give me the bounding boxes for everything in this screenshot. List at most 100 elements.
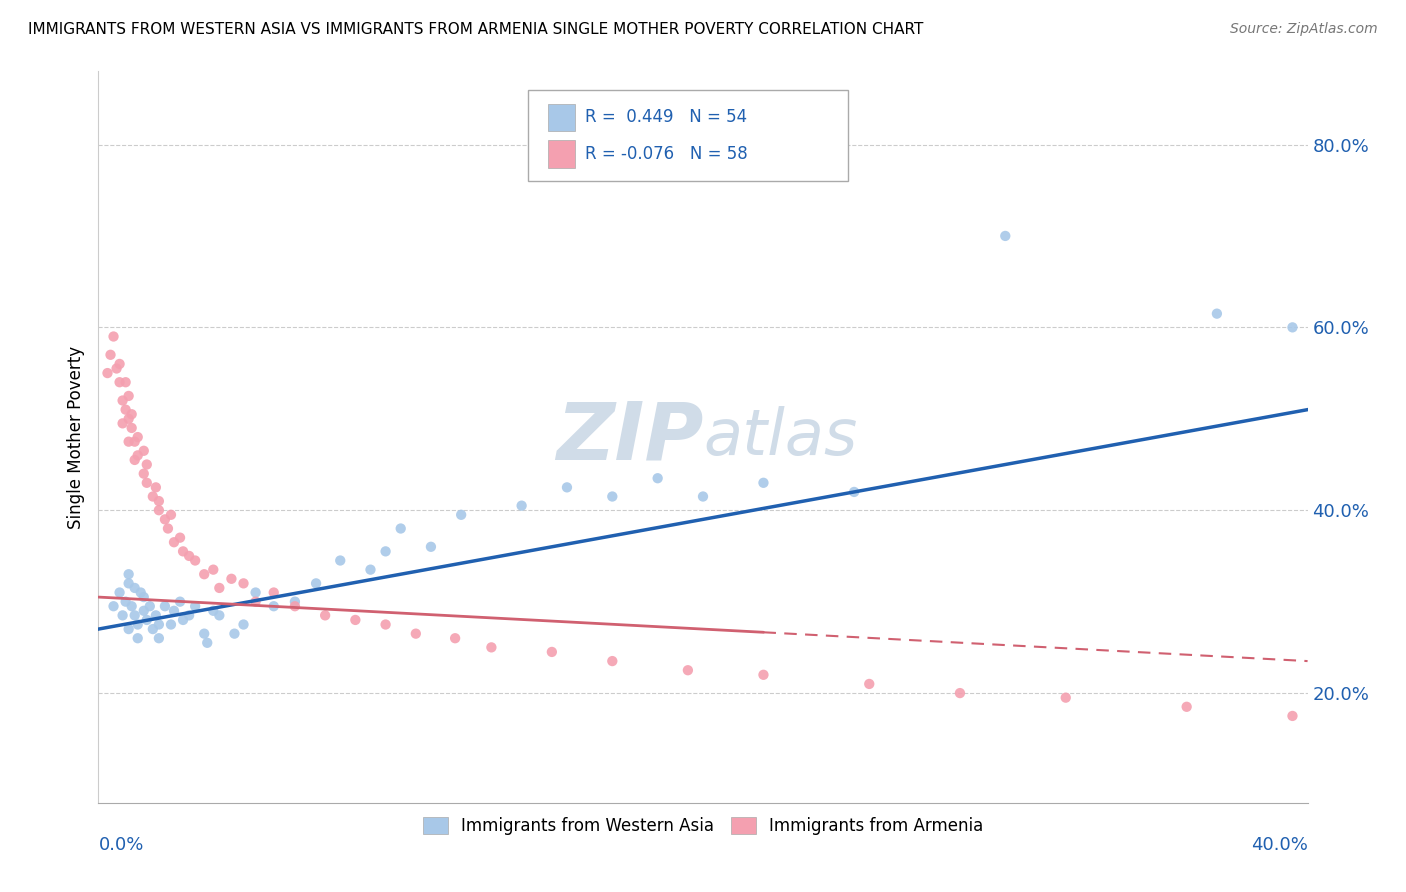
Point bbox=[142, 490, 165, 504]
Point bbox=[540, 645, 562, 659]
Point bbox=[374, 544, 396, 558]
Text: ZIP: ZIP bbox=[555, 398, 703, 476]
Point bbox=[160, 508, 183, 522]
Point bbox=[555, 480, 578, 494]
Point bbox=[169, 594, 191, 608]
Point bbox=[108, 585, 131, 599]
Point bbox=[108, 357, 131, 371]
Point bbox=[124, 581, 146, 595]
Point bbox=[208, 581, 231, 595]
Point bbox=[374, 617, 396, 632]
Point bbox=[202, 604, 225, 618]
Point bbox=[858, 677, 880, 691]
Text: 0.0%: 0.0% bbox=[98, 836, 143, 854]
Point bbox=[148, 632, 170, 646]
Point bbox=[344, 613, 367, 627]
Point bbox=[450, 508, 472, 522]
Point bbox=[329, 553, 352, 567]
Point bbox=[232, 617, 254, 632]
Point bbox=[221, 572, 243, 586]
Point bbox=[405, 626, 427, 640]
Point bbox=[232, 576, 254, 591]
Point bbox=[132, 604, 155, 618]
Point bbox=[108, 375, 131, 389]
Point bbox=[420, 540, 443, 554]
Point bbox=[752, 667, 775, 681]
Point bbox=[124, 453, 146, 467]
Point bbox=[153, 512, 176, 526]
Point bbox=[124, 434, 146, 449]
Point bbox=[132, 467, 155, 481]
Text: atlas: atlas bbox=[703, 406, 858, 468]
Point bbox=[127, 617, 149, 632]
Point bbox=[96, 366, 118, 380]
Point bbox=[142, 622, 165, 636]
Point bbox=[172, 544, 194, 558]
Point bbox=[284, 599, 307, 614]
Point bbox=[360, 563, 382, 577]
Point bbox=[118, 622, 141, 636]
Point bbox=[444, 632, 467, 646]
Point bbox=[602, 654, 624, 668]
Legend: Immigrants from Western Asia, Immigrants from Armenia: Immigrants from Western Asia, Immigrants… bbox=[416, 811, 990, 842]
Point bbox=[145, 608, 167, 623]
Point bbox=[263, 599, 285, 614]
Point bbox=[118, 576, 141, 591]
Point bbox=[994, 229, 1017, 244]
Point bbox=[602, 490, 624, 504]
Point bbox=[100, 348, 122, 362]
Point bbox=[263, 585, 285, 599]
Point bbox=[305, 576, 328, 591]
Point bbox=[111, 608, 134, 623]
Point bbox=[103, 599, 125, 614]
Point bbox=[111, 393, 134, 408]
Point bbox=[949, 686, 972, 700]
Point bbox=[245, 594, 267, 608]
Point bbox=[1206, 307, 1229, 321]
Point bbox=[148, 494, 170, 508]
Point bbox=[124, 608, 146, 623]
Point bbox=[114, 375, 136, 389]
Point bbox=[208, 608, 231, 623]
Point bbox=[202, 563, 225, 577]
Point bbox=[127, 430, 149, 444]
Point bbox=[193, 567, 215, 582]
Point bbox=[179, 549, 201, 563]
Point bbox=[481, 640, 503, 655]
Point bbox=[169, 531, 191, 545]
Point bbox=[647, 471, 669, 485]
Point bbox=[114, 594, 136, 608]
Point bbox=[121, 599, 143, 614]
Point bbox=[127, 448, 149, 462]
Point bbox=[121, 421, 143, 435]
Point bbox=[284, 594, 307, 608]
Point bbox=[1281, 320, 1303, 334]
Point bbox=[153, 599, 176, 614]
Point bbox=[105, 361, 128, 376]
Point bbox=[245, 585, 267, 599]
Text: R = -0.076   N = 58: R = -0.076 N = 58 bbox=[585, 145, 747, 163]
Point bbox=[132, 443, 155, 458]
Point bbox=[148, 617, 170, 632]
Point bbox=[127, 632, 149, 646]
FancyBboxPatch shape bbox=[527, 90, 848, 181]
Point bbox=[139, 599, 162, 614]
Point bbox=[193, 626, 215, 640]
Text: 40.0%: 40.0% bbox=[1251, 836, 1308, 854]
Point bbox=[118, 567, 141, 582]
Point bbox=[163, 535, 186, 549]
Point bbox=[224, 626, 246, 640]
Point bbox=[135, 613, 157, 627]
Point bbox=[103, 329, 125, 343]
Text: R =  0.449   N = 54: R = 0.449 N = 54 bbox=[585, 109, 747, 127]
Point bbox=[314, 608, 336, 623]
Point bbox=[135, 475, 157, 490]
Point bbox=[156, 521, 179, 535]
Text: Source: ZipAtlas.com: Source: ZipAtlas.com bbox=[1230, 22, 1378, 37]
Point bbox=[184, 553, 207, 567]
Point bbox=[1281, 709, 1303, 723]
Point bbox=[114, 402, 136, 417]
Point bbox=[510, 499, 533, 513]
Point bbox=[195, 636, 218, 650]
Point bbox=[1054, 690, 1077, 705]
